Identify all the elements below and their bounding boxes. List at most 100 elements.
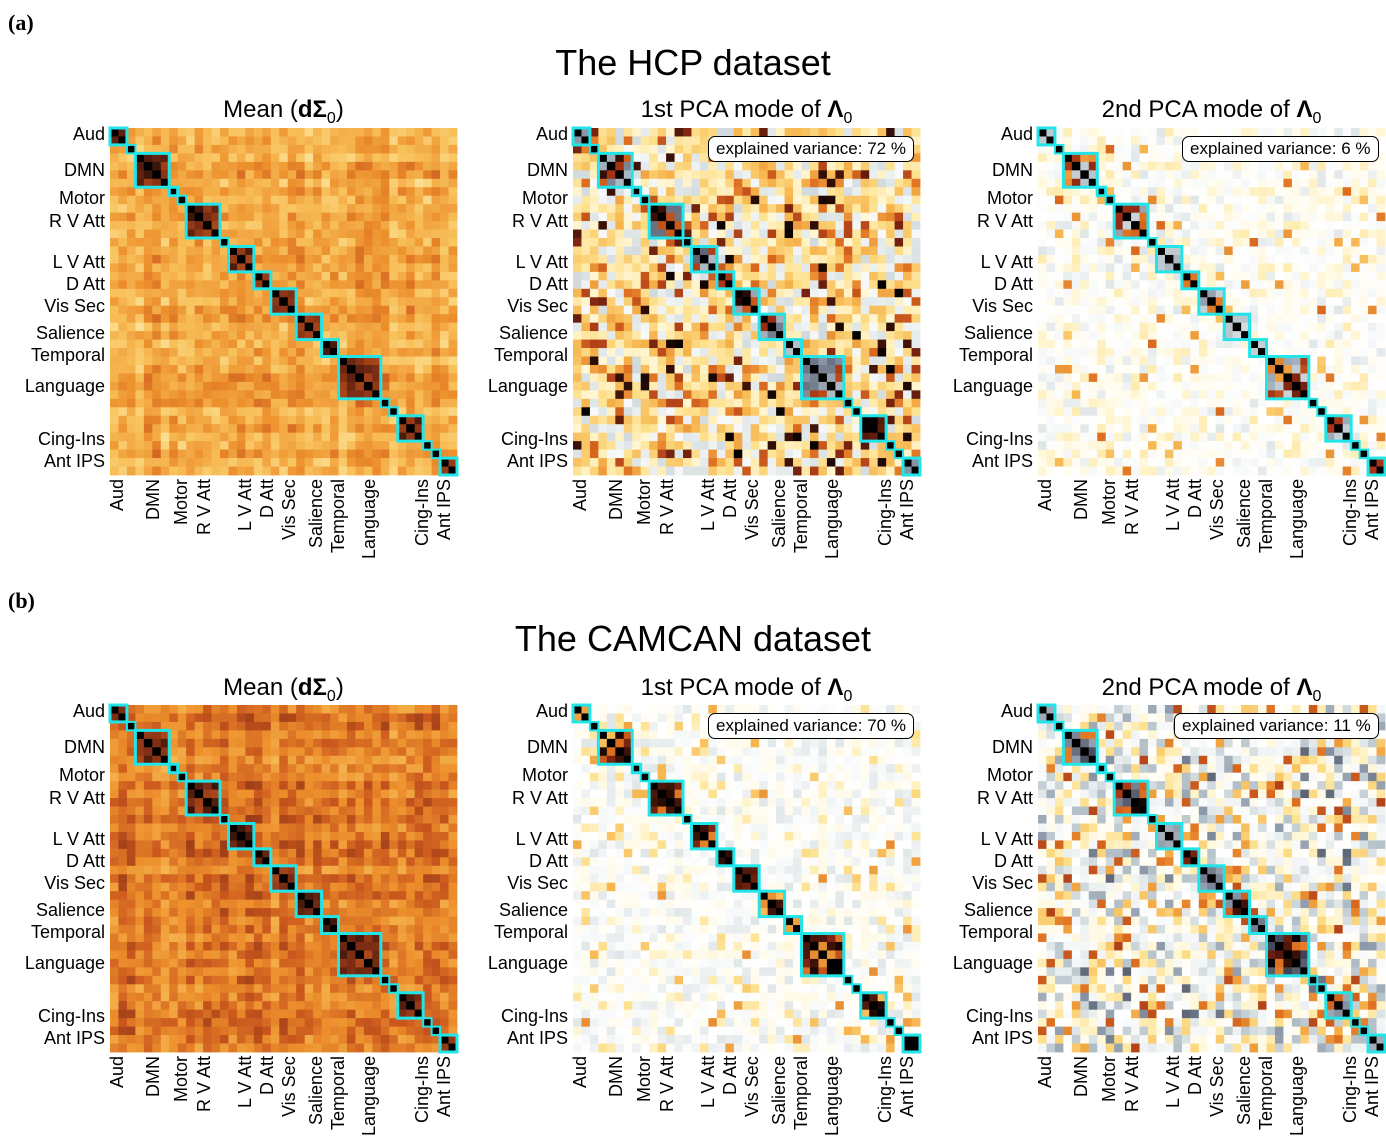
heatmap-cell (801, 204, 811, 214)
heatmap-cell (253, 254, 263, 264)
heatmap-cell (194, 221, 204, 230)
heatmap-cell (1317, 195, 1327, 205)
heatmap-cell (1063, 297, 1073, 307)
heatmap-cell (606, 288, 616, 298)
heatmap-cell (177, 238, 187, 247)
heatmap-cell (262, 424, 272, 434)
heatmap-cell (330, 238, 339, 247)
heatmap-cell (1368, 161, 1377, 171)
heatmap-cell (186, 424, 196, 434)
heatmap-cell (186, 314, 196, 324)
heatmap-cell (313, 441, 322, 451)
heatmap-cell (843, 364, 853, 374)
heatmap-cell (632, 271, 642, 281)
heatmap-cell (1097, 254, 1107, 264)
heatmap-cell (869, 271, 879, 281)
heatmap-cell (1300, 297, 1310, 307)
heatmap-cell (431, 339, 441, 349)
heatmap-cell (1232, 381, 1242, 391)
heatmap-cell (1088, 348, 1098, 357)
heatmap-cell (818, 458, 828, 467)
heatmap-cell (1105, 432, 1115, 442)
heatmap-cell (1291, 254, 1301, 264)
heatmap-cell (1376, 288, 1386, 298)
heatmap-cell (143, 441, 153, 451)
heatmap-cell (1122, 424, 1132, 434)
heatmap-cell (304, 170, 314, 180)
heatmap-cell (126, 390, 136, 400)
heatmap-cell (1300, 305, 1310, 315)
heatmap-cell (423, 161, 433, 171)
heatmap-cell (346, 356, 356, 366)
heatmap-cell (1164, 263, 1174, 273)
heatmap-cell (869, 246, 879, 256)
heatmap-cell (1351, 161, 1361, 171)
heatmap-cell (826, 373, 836, 383)
heatmap-cell (346, 221, 356, 230)
heatmap-cell (363, 466, 373, 476)
heatmap-cell (152, 161, 162, 171)
heatmap-cell (110, 254, 119, 264)
heatmap-cell (304, 238, 314, 247)
heatmap-cell (793, 407, 802, 417)
heatmap-cell (160, 407, 170, 417)
heatmap-cell (143, 407, 153, 417)
heatmap-cell (767, 364, 777, 374)
heatmap-cell (733, 246, 743, 256)
heatmap-cell (1224, 415, 1234, 425)
heatmap-cell (869, 195, 879, 205)
heatmap-cell (1198, 288, 1208, 298)
heatmap-cell (852, 254, 862, 264)
heatmap-cell (1148, 195, 1157, 205)
heatmap-cell (177, 373, 187, 383)
heatmap-cell (1376, 356, 1386, 366)
heatmap-cell (1232, 322, 1242, 332)
heatmap-cell (869, 441, 879, 451)
heatmap-cell (1198, 305, 1208, 315)
heatmap-cell (793, 322, 802, 332)
heatmap-cell (733, 128, 743, 137)
heatmap-cell (440, 229, 449, 239)
heatmap-cell (1376, 204, 1386, 214)
heatmap-cell (1063, 398, 1073, 408)
heatmap-cell (1139, 195, 1149, 205)
heatmap-cell (287, 170, 297, 180)
heatmap-cell (683, 246, 692, 256)
heatmap-cell (903, 364, 912, 374)
heatmap-cell (186, 204, 196, 214)
heatmap-cell (657, 432, 667, 442)
heatmap-cell (406, 348, 416, 357)
heatmap-cell (414, 398, 424, 408)
heatmap-cell (380, 398, 390, 408)
heatmap-cell (911, 153, 921, 163)
heatmap-cell (431, 373, 441, 383)
heatmap-cell (589, 271, 599, 281)
heatmap-cell (623, 254, 633, 264)
heatmap-cell (143, 466, 153, 476)
heatmap-cell (279, 297, 289, 307)
heatmap-cell (1241, 128, 1250, 137)
heatmap-cell (699, 178, 709, 188)
heatmap-cell (767, 204, 777, 214)
heatmap-cell (236, 246, 246, 256)
heatmap-cell (1105, 187, 1115, 197)
heatmap-cell (691, 288, 701, 298)
heatmap-cell (911, 390, 921, 400)
heatmap-cell (708, 390, 718, 400)
heatmap-cell (194, 238, 204, 247)
heatmap-cell (1215, 407, 1225, 417)
heatmap-cell (118, 356, 128, 366)
heatmap-cell (203, 221, 212, 230)
heatmap-cell (1308, 356, 1318, 366)
heatmap-cell (169, 144, 179, 154)
heatmap-cell (440, 348, 449, 357)
heatmap-cell (674, 390, 684, 400)
heatmap-cell (860, 297, 870, 307)
heatmap-cell (160, 263, 170, 273)
heatmap-cell (389, 331, 399, 340)
heatmap-cell (236, 381, 246, 391)
heatmap-cell (355, 238, 365, 247)
heatmap-cell (699, 221, 709, 230)
heatmap-cell (262, 187, 272, 197)
heatmap-cell (1173, 246, 1183, 256)
